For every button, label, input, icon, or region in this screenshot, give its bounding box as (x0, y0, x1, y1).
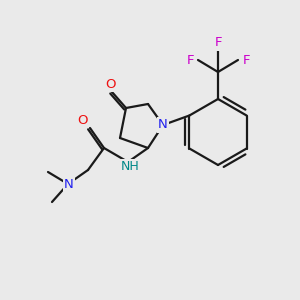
Text: O: O (106, 77, 116, 91)
Text: O: O (78, 113, 88, 127)
Text: NH: NH (121, 160, 140, 172)
Text: N: N (158, 118, 168, 131)
Text: F: F (214, 37, 222, 50)
Text: N: N (64, 178, 74, 190)
Text: F: F (186, 53, 194, 67)
Text: F: F (242, 53, 250, 67)
